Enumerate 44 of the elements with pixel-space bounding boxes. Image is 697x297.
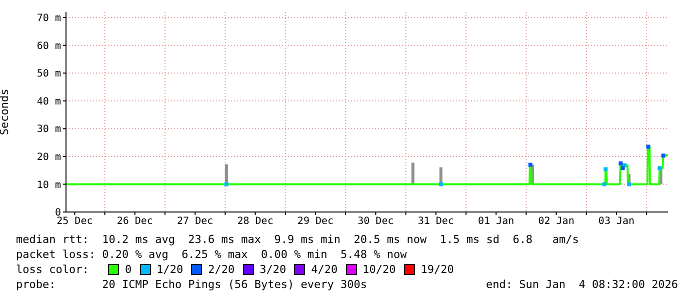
line-series	[66, 146, 668, 186]
x-tick-label: 03 Jan	[598, 216, 635, 228]
point	[661, 154, 666, 158]
legend-label: 3/20	[258, 262, 286, 277]
point	[646, 144, 650, 149]
legend-label: 4/20	[310, 262, 338, 277]
point	[618, 161, 623, 166]
legend-label: 1/20	[156, 262, 184, 277]
x-tick-label: 02 Jan	[538, 216, 574, 228]
point	[620, 166, 625, 170]
y-axis-title: Seconds	[0, 88, 11, 136]
x-tick-label: 31 Dec	[418, 216, 454, 228]
y-tick-label: 60 m	[36, 40, 61, 52]
point	[658, 166, 662, 170]
x-tick-label: 30 Dec	[358, 216, 394, 228]
y-tick-label: 30 m	[36, 124, 61, 136]
legend-label: 10/20	[362, 262, 396, 277]
legend-title: loss color:	[16, 262, 90, 277]
point	[627, 182, 632, 186]
x-tick-label: 01 Jan	[478, 216, 514, 228]
x-tick-label: 25 Dec	[56, 216, 93, 228]
text: probe: 20 ICMP Echo Pings (56 Bytes) every 300s	[16, 277, 368, 292]
text: median rtt: 10.2 ms avg 23.6 ms max 9.9 ms min 20.5 ms now 1.5 ms sd 6.8 am/s	[16, 232, 580, 247]
x-tick-label: 29 Dec	[297, 216, 334, 228]
text: packet loss: 0.20 % avg 6.25 % max 0.00 % min 5.48 % now	[16, 247, 408, 262]
x-tick-label: 28 Dec	[237, 216, 274, 228]
legend-label: 0	[124, 262, 132, 277]
bar	[224, 164, 228, 184]
point	[224, 182, 228, 186]
y-tick-label: 50 m	[36, 68, 61, 80]
point	[602, 182, 606, 186]
y-tick-label: 70 m	[36, 13, 61, 24]
bar	[411, 162, 414, 184]
y-tick-label: 40 m	[36, 96, 61, 108]
point	[438, 182, 443, 186]
legend-label: 19/20	[420, 262, 454, 277]
legend-label: 2/20	[207, 262, 235, 277]
text: end: Sun Jan 4 08:32:00 2026	[486, 277, 678, 292]
y-tick-label: 10 m	[36, 180, 61, 191]
y-tick-label: 20 m	[36, 152, 61, 163]
point	[528, 162, 532, 167]
x-tick-label: 26 Dec	[116, 216, 153, 228]
x-tick-label: 27 Dec	[177, 216, 214, 228]
point	[604, 167, 608, 172]
